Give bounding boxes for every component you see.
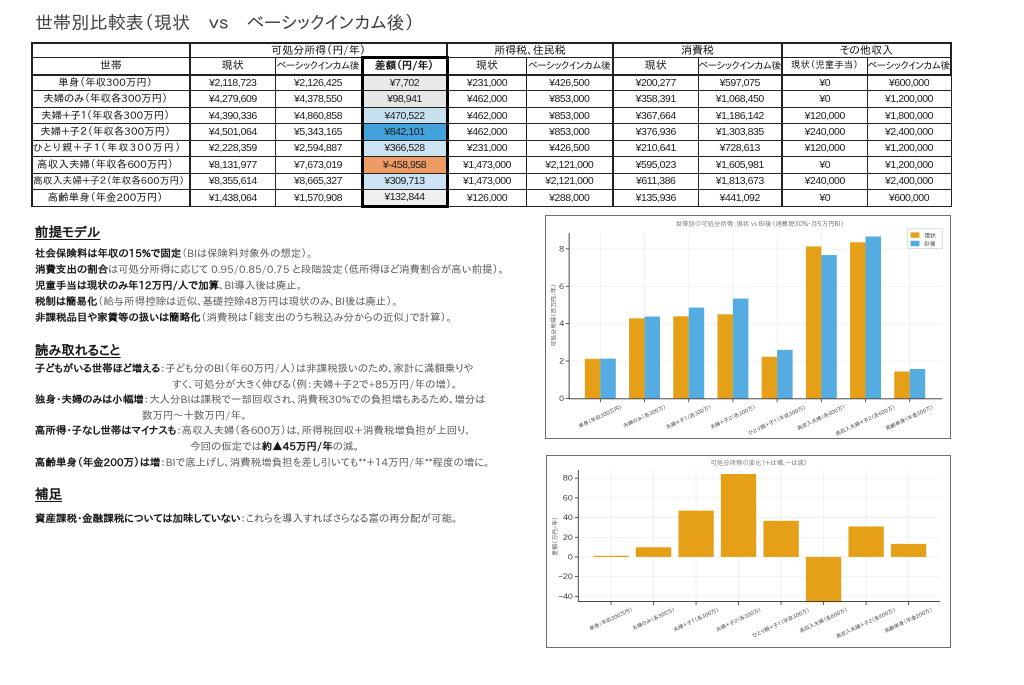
svg-text:差額（万円/年）: 差額（万円/年） — [551, 517, 558, 557]
svg-text:80: 80 — [563, 474, 573, 482]
svg-text:6: 6 — [559, 282, 564, 290]
svg-text:0: 0 — [568, 553, 573, 561]
svg-text:夫婦＋子2（各300万）: 夫婦＋子2（各300万） — [715, 606, 762, 632]
svg-text:40: 40 — [563, 513, 573, 521]
svg-text:夫婦のみ（各300万）: 夫婦のみ（各300万） — [622, 404, 667, 429]
svg-text:世帯別の可処分所得：現状 vs BI後（消費税30%・月5万: 世帯別の可処分所得：現状 vs BI後（消費税30%・月5万円BI） — [676, 220, 845, 227]
svg-text:可処分所得の変化（＋は増、－は減）: 可処分所得の変化（＋は増、－は減） — [710, 459, 807, 466]
svg-text:単身（年収300万円）: 単身（年収300万円） — [578, 404, 623, 429]
svg-text:単身（年収300万円）: 単身（年収300万円） — [588, 606, 633, 631]
svg-text:8: 8 — [559, 244, 564, 252]
svg-text:夫婦＋子2（各300万）: 夫婦＋子2（各300万） — [709, 404, 756, 430]
svg-text:0: 0 — [559, 394, 564, 402]
svg-text:可処分所得（百万円/年）: 可処分所得（百万円/年） — [550, 284, 557, 347]
svg-text:夫婦のみ（各300万）: 夫婦のみ（各300万） — [631, 606, 676, 631]
svg-text:夫婦＋子1（各300万）: 夫婦＋子1（各300万） — [672, 606, 719, 632]
svg-text:−40: −40 — [558, 592, 573, 600]
svg-text:2: 2 — [559, 357, 564, 365]
svg-text:−20: −20 — [558, 572, 573, 580]
svg-text:20: 20 — [563, 533, 573, 541]
svg-text:夫婦＋子1（各300万）: 夫婦＋子1（各300万） — [665, 404, 712, 430]
svg-text:60: 60 — [563, 493, 573, 501]
svg-text:4: 4 — [559, 319, 564, 327]
svg-text:BI後: BI後 — [924, 241, 935, 247]
svg-text:現状: 現状 — [923, 231, 936, 238]
